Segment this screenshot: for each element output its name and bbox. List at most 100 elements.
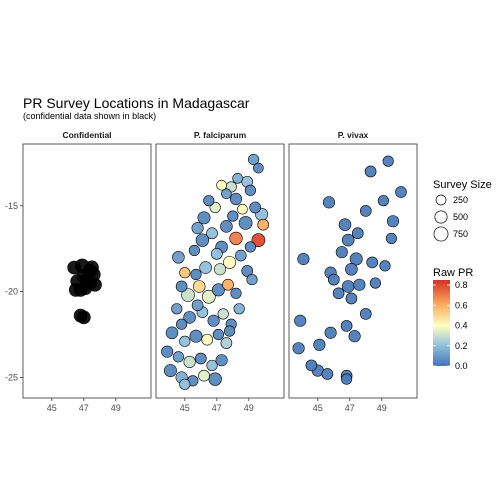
survey-point	[210, 248, 223, 260]
chart-subtitle: (confidential data shown in black)	[23, 111, 156, 121]
survey-point	[223, 255, 237, 269]
survey-point	[190, 268, 202, 280]
facet-panel: P. vivax 45 47 49	[288, 126, 418, 413]
survey-point	[194, 352, 207, 365]
raw-pr-colorbar	[433, 280, 450, 366]
facet-strip	[289, 126, 417, 143]
raw-pr-legend-label: 0.6	[455, 300, 468, 310]
survey-point	[237, 203, 248, 215]
survey-size-legend-key	[433, 226, 449, 242]
survey-point	[253, 162, 264, 174]
survey-point	[369, 277, 381, 289]
survey-size-legend-label: 250	[453, 195, 468, 205]
survey-point	[227, 210, 239, 222]
survey-size-legend-key	[435, 194, 447, 206]
survey-point	[217, 308, 229, 320]
survey-point	[246, 274, 258, 286]
survey-point	[332, 287, 345, 300]
survey-point	[229, 192, 243, 205]
survey-point	[353, 278, 366, 291]
raw-pr-legend: Raw PR 0.0 0.2 0.4 0.6 0.8	[433, 267, 473, 371]
survey-point	[188, 244, 200, 256]
raw-pr-legend-label: 0.2	[455, 341, 468, 351]
survey-point	[224, 325, 236, 337]
survey-point	[386, 215, 400, 228]
survey-point	[385, 232, 397, 244]
survey-point	[341, 233, 355, 247]
survey-point	[238, 216, 253, 230]
survey-point	[349, 252, 363, 266]
confidential-point	[84, 260, 99, 275]
survey-point	[327, 273, 340, 286]
survey-point	[163, 364, 177, 378]
survey-point	[195, 233, 210, 247]
survey-point	[222, 278, 234, 291]
survey-point	[244, 184, 256, 196]
raw-pr-legend-label: 0.8	[455, 280, 468, 290]
confidential-point	[80, 272, 94, 287]
survey-point	[379, 260, 391, 272]
survey-point	[221, 188, 232, 200]
x-tick-label: 45	[180, 403, 190, 413]
survey-point	[229, 231, 243, 246]
survey-point	[248, 153, 260, 166]
survey-point	[208, 372, 222, 386]
confidential-point	[76, 310, 91, 325]
confidential-point	[68, 283, 83, 297]
survey-point	[179, 335, 191, 347]
survey-point	[341, 280, 355, 293]
survey-point	[297, 252, 310, 266]
y-tick-label: -25	[5, 372, 18, 382]
x-tick-label: 49	[377, 403, 387, 413]
survey-point	[179, 378, 191, 390]
survey-point	[324, 326, 337, 339]
survey-point	[191, 299, 204, 312]
survey-point	[213, 263, 227, 276]
survey-point	[395, 186, 407, 198]
survey-point	[244, 241, 256, 253]
survey-point	[181, 288, 195, 302]
survey-point	[207, 314, 220, 327]
survey-point	[359, 308, 372, 320]
y-tick-label: -15	[5, 201, 18, 211]
facet-strip-label: Confidential	[62, 130, 111, 140]
x-tick-label: 49	[244, 403, 254, 413]
survey-point	[183, 311, 196, 324]
survey-point	[216, 179, 227, 191]
survey-point	[220, 337, 233, 349]
facet-strip-label: P. vivax	[338, 130, 369, 140]
survey-point	[322, 196, 336, 209]
y-axis: -15 -20 -25	[5, 201, 23, 382]
survey-size-legend-key	[434, 210, 448, 224]
survey-point	[183, 355, 196, 369]
facet-panel: Confidential 45 47 49	[22, 126, 152, 413]
survey-point	[382, 155, 394, 167]
survey-point	[206, 359, 218, 371]
survey-point	[234, 249, 247, 262]
survey-point	[212, 328, 224, 341]
survey-point	[171, 303, 183, 315]
survey-point	[338, 218, 352, 231]
survey-point	[161, 345, 174, 358]
survey-point	[230, 287, 242, 299]
facet-panel: P. falciparum 45 47 49	[155, 126, 285, 413]
confidential-point	[67, 260, 82, 275]
survey-point	[197, 211, 211, 225]
survey-point	[189, 329, 203, 343]
survey-point	[313, 338, 326, 351]
raw-pr-legend-label: 0.4	[455, 321, 468, 331]
survey-point	[232, 173, 243, 184]
survey-point	[257, 218, 270, 231]
survey-point	[292, 342, 305, 355]
facet-strip-label: P. falciparum	[194, 130, 247, 140]
survey-point	[179, 267, 191, 279]
survey-point	[364, 165, 377, 178]
survey-point	[201, 333, 214, 346]
survey-point	[206, 227, 218, 240]
facet-strip	[156, 126, 284, 143]
survey-point	[191, 222, 204, 235]
y-tick-label: -20	[5, 287, 18, 297]
facet-strip	[23, 126, 151, 143]
